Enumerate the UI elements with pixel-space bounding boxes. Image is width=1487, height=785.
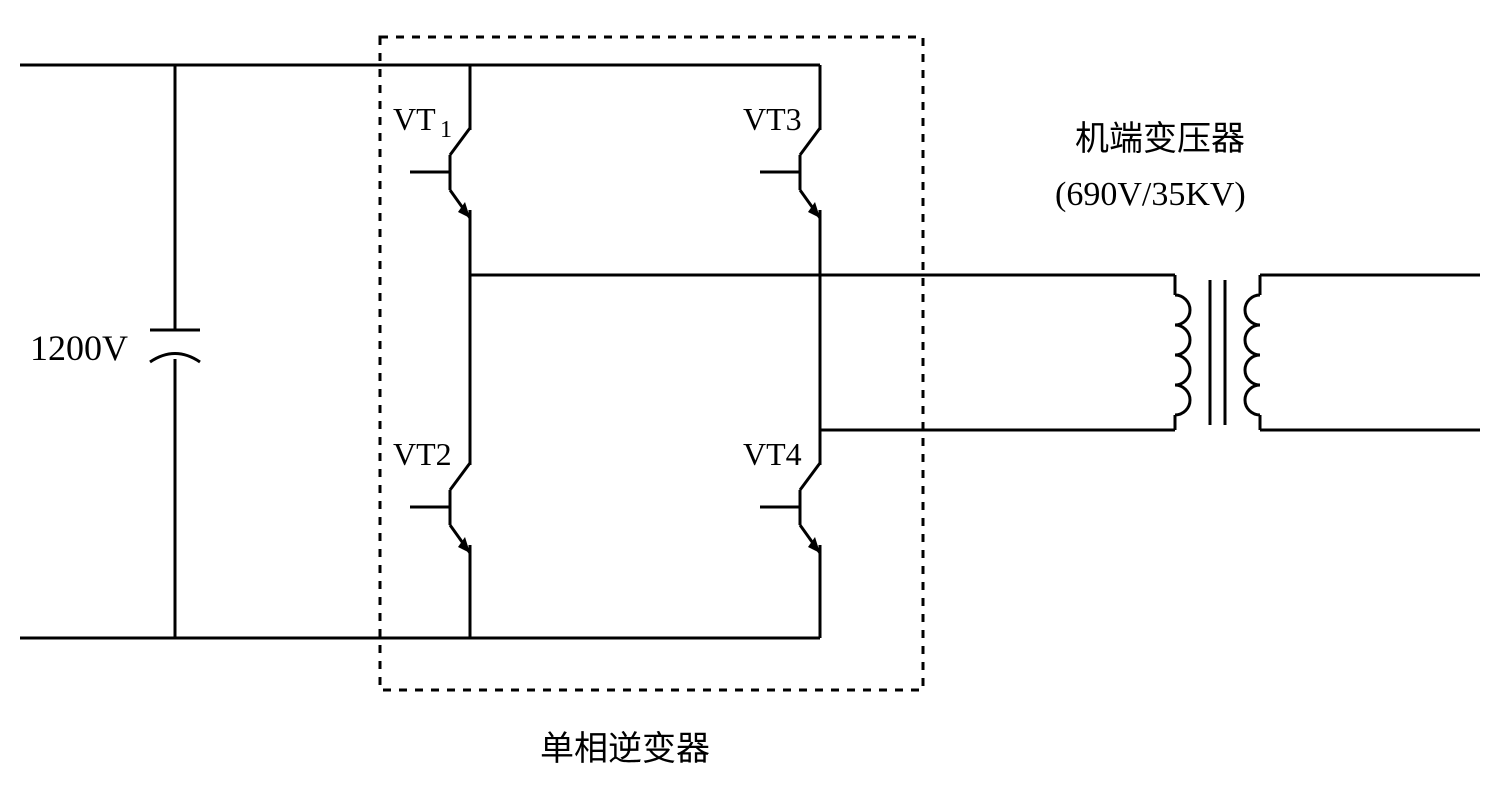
transistor-vt1 (410, 65, 478, 275)
inverter-box (380, 37, 923, 690)
transformer-label-line1: 机端变压器 (1075, 120, 1245, 158)
transformer-label-line2: (690V/35KV) (1055, 176, 1246, 213)
vt2-label: VT2 (393, 436, 452, 472)
svg-text:VT: VT (393, 101, 436, 137)
svg-text:1: 1 (440, 117, 452, 143)
input-voltage-label: 1200V (30, 328, 128, 368)
transformer (1175, 275, 1480, 430)
vt1-label: VT 1 (393, 101, 452, 143)
vt3-label: VT3 (743, 101, 802, 137)
vt4-label: VT4 (743, 436, 802, 472)
dc-bus-capacitor (150, 65, 200, 638)
inverter-label: 单相逆变器 (540, 730, 710, 768)
circuit-schematic: 1200V 单相逆变器 VT 1 V (0, 0, 1487, 785)
